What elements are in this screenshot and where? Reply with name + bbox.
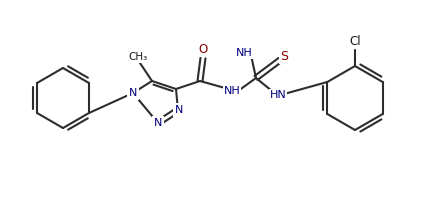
Text: O: O xyxy=(198,42,208,55)
Text: HN: HN xyxy=(270,90,287,100)
Text: N: N xyxy=(175,105,183,115)
Text: NH: NH xyxy=(235,48,252,58)
Text: CH₃: CH₃ xyxy=(128,52,148,62)
Text: Cl: Cl xyxy=(349,34,361,48)
Text: N: N xyxy=(154,118,162,128)
Text: S: S xyxy=(280,49,288,62)
Text: NH: NH xyxy=(224,86,240,96)
Text: N: N xyxy=(129,88,137,98)
